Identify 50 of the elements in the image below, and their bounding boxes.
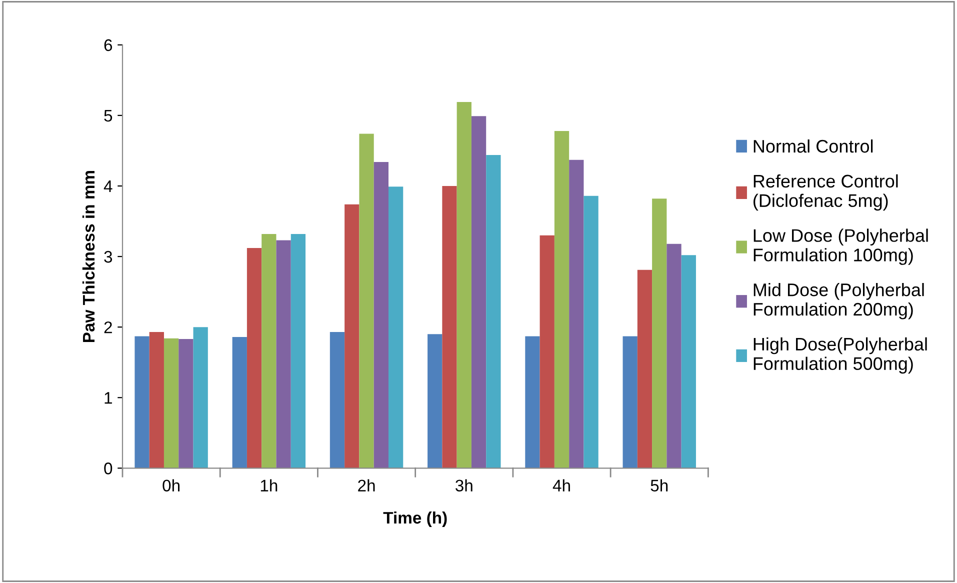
- bar: [178, 339, 194, 468]
- bar: [276, 240, 291, 468]
- bar: [330, 332, 345, 468]
- bar: [262, 234, 276, 468]
- bar: [584, 196, 598, 468]
- legend-label: Low Dose (Polyherbal Formulation 100mg): [754, 228, 928, 265]
- bar: [134, 336, 150, 468]
- bar: [359, 134, 374, 468]
- bar: [193, 327, 208, 468]
- bar: [637, 270, 652, 468]
- legend-label: High Dose(Polyherbal Formulation 500mg): [754, 337, 927, 374]
- bar: [232, 336, 247, 468]
- x-tick-label: 2h: [358, 479, 375, 492]
- y-axis-title: Paw Thickness in mm: [82, 170, 95, 342]
- x-tick-label: 4h: [552, 479, 570, 492]
- y-tick-label: 0: [104, 462, 112, 474]
- bar: [652, 198, 667, 468]
- x-tick-label: 5h: [650, 479, 668, 492]
- bar: [164, 338, 179, 468]
- legend-label: Mid Dose (Polyherbal Formulation 200mg): [754, 282, 924, 320]
- bar: [554, 130, 570, 468]
- y-tick-label: 6: [104, 39, 112, 52]
- x-tick-label: 1h: [260, 479, 278, 492]
- bar: [622, 336, 638, 468]
- legend-label: Normal Control: [754, 139, 873, 153]
- bar: [428, 334, 442, 468]
- x-tick-label: 3h: [456, 479, 472, 492]
- x-tick-label: 0h: [162, 479, 180, 492]
- y-tick-label: 1: [104, 392, 112, 404]
- bar: [149, 332, 164, 468]
- bar: [456, 102, 472, 468]
- bar: [471, 116, 486, 468]
- bar: [290, 234, 306, 468]
- bar: [388, 186, 404, 468]
- bar: [246, 248, 262, 468]
- x-axis-title: Time (h): [383, 511, 447, 527]
- bar: [486, 154, 501, 468]
- y-tick-label: 5: [104, 110, 112, 122]
- legend-label: Reference Control (Diclofenac 5mg): [754, 174, 898, 211]
- bar: [666, 244, 682, 468]
- y-tick-label: 3: [104, 250, 112, 263]
- y-tick-label: 2: [104, 321, 112, 334]
- bar: [540, 235, 554, 468]
- bar: [442, 186, 457, 468]
- bar: [681, 255, 696, 468]
- bar: [569, 160, 584, 468]
- bar: [525, 336, 540, 468]
- bar: [374, 162, 388, 468]
- bar: [344, 204, 360, 468]
- y-tick-label: 4: [104, 180, 112, 192]
